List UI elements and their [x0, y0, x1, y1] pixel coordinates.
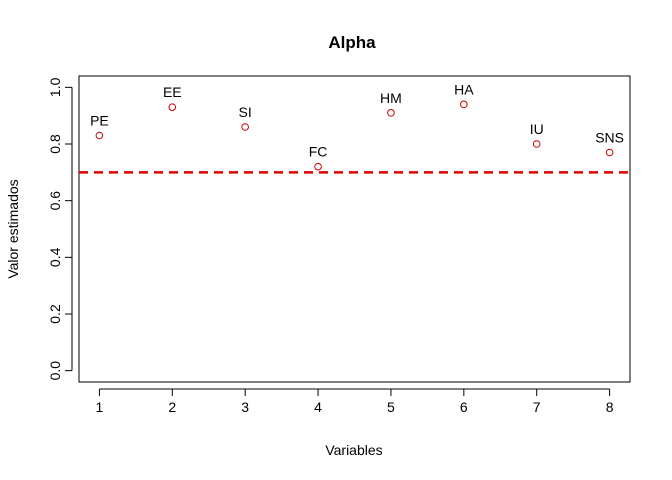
data-point-iu [532, 140, 541, 148]
x-tick-label: 6 [460, 399, 468, 415]
data-point-pe [95, 131, 104, 140]
point-label-ee: EE [163, 84, 182, 100]
data-points [95, 100, 614, 171]
data-point-si [241, 123, 249, 131]
x-tick-label: 5 [387, 399, 395, 415]
point-label-pe: PE [90, 113, 109, 129]
point-label-sns: SNS [595, 130, 624, 146]
data-point-hm [387, 109, 395, 117]
point-labels: PE EE SI FC HM HA IU SNS [90, 81, 624, 159]
y-tick-label: 0.2 [47, 304, 63, 324]
x-axis: 1 2 3 4 5 6 7 8 [96, 388, 614, 415]
x-tick-label: 8 [606, 399, 614, 415]
y-tick-label: 0.6 [47, 191, 63, 211]
x-tick-label: 1 [96, 399, 104, 415]
y-tick-label: 0.0 [47, 361, 63, 381]
data-point-ee [168, 103, 177, 111]
x-tick-label: 7 [533, 399, 541, 415]
data-point-sns [605, 148, 614, 157]
point-label-ha: HA [454, 81, 474, 97]
point-label-iu: IU [530, 121, 544, 137]
point-label-fc: FC [309, 144, 328, 160]
y-tick-label: 0.8 [47, 134, 63, 154]
x-axis-title: Variables [325, 442, 382, 458]
data-point-ha [460, 100, 468, 109]
y-axis: 0.0 0.2 0.4 0.6 0.8 1.0 [47, 77, 73, 381]
x-tick-label: 3 [241, 399, 249, 415]
plot-frame [78, 75, 631, 383]
x-tick-label: 2 [168, 399, 176, 415]
chart-title: Alpha [328, 33, 376, 52]
y-tick-label: 1.0 [47, 77, 63, 97]
x-tick-label: 4 [314, 399, 322, 415]
data-point-fc [314, 162, 322, 171]
y-tick-label: 0.4 [47, 247, 63, 267]
y-axis-title: Valor estimados [5, 179, 21, 278]
point-label-hm: HM [380, 90, 402, 106]
point-label-si: SI [239, 104, 252, 120]
